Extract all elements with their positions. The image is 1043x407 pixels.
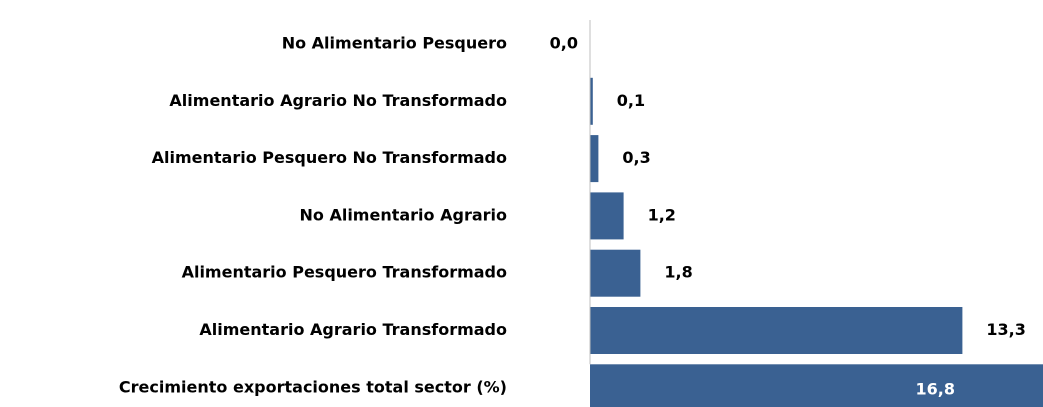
- value-label: 13,3: [986, 320, 1025, 339]
- category-label: Alimentario Pesquero Transformado: [182, 263, 507, 282]
- value-label: 1,2: [648, 205, 676, 224]
- category-label: Alimentario Pesquero No Transformado: [152, 148, 507, 167]
- bar: [590, 192, 624, 240]
- category-label: No Alimentario Agrario: [300, 205, 508, 224]
- bar: [590, 249, 641, 297]
- category-label: Alimentario Agrario No Transformado: [169, 91, 507, 110]
- bar: [590, 364, 1043, 407]
- category-label: Alimentario Agrario Transformado: [199, 320, 507, 339]
- bar: [590, 77, 593, 125]
- value-label: 16,8: [916, 379, 955, 398]
- value-label: 1,8: [664, 263, 692, 282]
- value-label: 0,0: [550, 34, 578, 53]
- category-label: No Alimentario Pesquero: [282, 34, 507, 53]
- bar: [590, 135, 599, 183]
- value-label: 0,3: [622, 148, 650, 167]
- category-label: Crecimiento exportaciones total sector (…: [119, 377, 507, 396]
- bar: [590, 307, 963, 354]
- value-label: 0,1: [617, 91, 645, 110]
